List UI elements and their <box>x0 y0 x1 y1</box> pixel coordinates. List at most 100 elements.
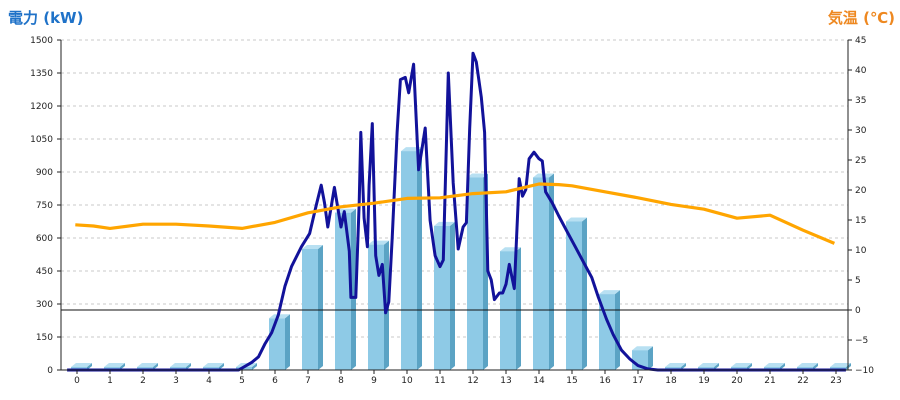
tick-labels: 01503004506007509001050120013501500−10−5… <box>30 36 874 386</box>
power-bar-top <box>830 363 851 367</box>
x-tick-label: 21 <box>764 376 775 386</box>
power-bar-top <box>467 173 488 178</box>
power-bar-side <box>285 314 290 370</box>
x-tick-label: 8 <box>338 376 344 386</box>
temperature-line <box>75 182 836 245</box>
right-tick-label: 15 <box>855 216 866 226</box>
x-tick-label: 20 <box>731 376 743 386</box>
power-bar-front <box>434 225 450 370</box>
power-bar-side <box>549 173 554 370</box>
x-tick-label: 23 <box>830 376 841 386</box>
right-tick-label: 30 <box>855 126 867 136</box>
x-tick-label: 16 <box>599 376 611 386</box>
x-tick-label: 18 <box>665 376 677 386</box>
right-tick-label: 0 <box>855 306 861 316</box>
x-tick-label: 22 <box>797 376 808 386</box>
power-bar-top <box>104 363 125 367</box>
grid-lines <box>61 39 848 338</box>
right-tick-label: 5 <box>855 276 861 286</box>
power-bar-top <box>764 363 785 367</box>
power-bar-side <box>615 290 620 370</box>
x-tick-label: 12 <box>467 376 478 386</box>
power-bar <box>269 314 290 370</box>
x-tick-label: 10 <box>401 376 413 386</box>
power-bar-side <box>747 363 752 370</box>
power-bar-side <box>120 363 125 370</box>
x-tick-label: 19 <box>698 376 710 386</box>
power-bar-front <box>335 212 351 370</box>
power-bar <box>335 208 356 370</box>
x-tick-label: 0 <box>74 376 80 386</box>
left-tick-label: 300 <box>36 300 53 310</box>
power-bar-side <box>450 221 455 370</box>
left-tick-label: 1200 <box>30 102 53 112</box>
x-tick-label: 3 <box>173 376 179 386</box>
power-bar-side <box>186 363 191 370</box>
x-tick-label: 13 <box>500 376 511 386</box>
power-bar-side <box>780 363 785 370</box>
left-tick-label: 1500 <box>30 36 53 46</box>
power-bar-top <box>203 363 224 367</box>
power-bar-top <box>665 363 686 367</box>
left-tick-label: 0 <box>47 366 53 376</box>
x-tick-label: 5 <box>239 376 245 386</box>
power-bar <box>302 245 323 370</box>
left-tick-label: 1350 <box>30 69 53 79</box>
right-tick-label: 35 <box>855 96 866 106</box>
power-bar-top <box>566 217 587 222</box>
power-bar-top <box>269 314 290 319</box>
power-bar <box>533 173 554 370</box>
left-tick-label: 900 <box>36 168 53 178</box>
x-tick-label: 14 <box>533 376 545 386</box>
x-tick-label: 15 <box>566 376 577 386</box>
x-tick-label: 11 <box>434 376 445 386</box>
right-axis-title: 気温 (℃) <box>828 9 895 27</box>
right-tick-label: −10 <box>855 366 874 376</box>
power-bar-top <box>368 240 389 245</box>
left-tick-label: 600 <box>36 234 53 244</box>
power-bar <box>401 147 422 370</box>
power-bar-top <box>170 363 191 367</box>
power-bar-side <box>681 363 686 370</box>
right-tick-label: 20 <box>855 186 867 196</box>
x-tick-label: 1 <box>107 376 113 386</box>
series-lines <box>67 51 846 372</box>
power-bar-side <box>714 363 719 370</box>
power-bar-front <box>269 318 285 370</box>
right-tick-label: 40 <box>855 66 867 76</box>
right-tick-label: 45 <box>855 36 866 46</box>
power-bar-side <box>813 363 818 370</box>
power-bar <box>599 290 620 370</box>
power-bars <box>71 147 851 370</box>
x-tick-label: 7 <box>305 376 311 386</box>
left-axis-title: 電力 (kW) <box>8 9 83 27</box>
power-bar-top <box>599 290 620 295</box>
power-bar-side <box>318 245 323 370</box>
left-tick-label: 450 <box>36 267 53 277</box>
x-tick-label: 4 <box>206 376 212 386</box>
power-bar-side <box>252 363 257 370</box>
power-bar-side <box>417 147 422 370</box>
power-bar-top <box>797 363 818 367</box>
power-bar-front <box>566 221 582 370</box>
right-tick-label: −5 <box>855 336 868 346</box>
power-bar-side <box>516 247 521 370</box>
power-bar <box>566 217 587 370</box>
power-bar-side <box>153 363 158 370</box>
left-tick-label: 750 <box>36 201 53 211</box>
left-tick-label: 150 <box>36 333 53 343</box>
left-tick-label: 1050 <box>30 135 53 145</box>
power-bar-side <box>648 346 653 370</box>
x-tick-label: 6 <box>272 376 278 386</box>
power-line <box>67 51 846 372</box>
x-tick-label: 17 <box>632 376 643 386</box>
power-bar-side <box>582 217 587 370</box>
power-bar-top <box>731 363 752 367</box>
power-bar-top <box>632 346 653 351</box>
power-bar-top <box>698 363 719 367</box>
right-tick-label: 10 <box>855 246 867 256</box>
power-bar-front <box>467 177 483 370</box>
power-bar-front <box>533 177 549 370</box>
right-tick-label: 25 <box>855 156 866 166</box>
